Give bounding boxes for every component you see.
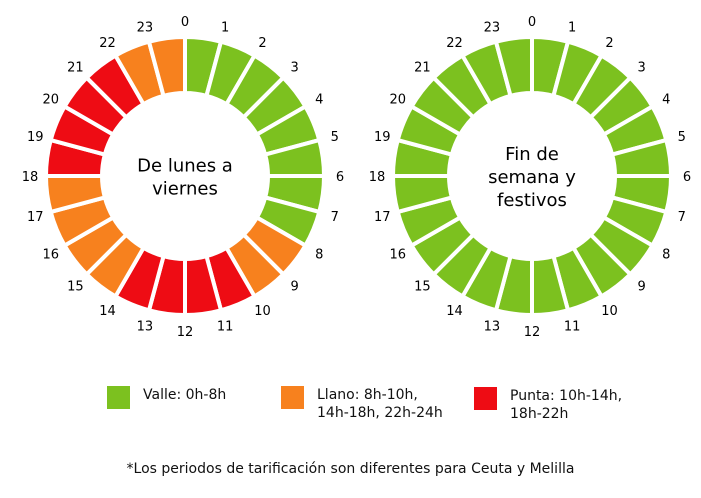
hour-label: 2	[605, 36, 613, 51]
hour-label: 5	[331, 130, 339, 145]
hour-label: 8	[315, 248, 323, 263]
hour-label: 13	[484, 320, 501, 335]
hour-label: 17	[374, 210, 391, 225]
hour-label: 19	[374, 130, 391, 145]
legend-valle: Valle: 0h-8h	[107, 386, 226, 409]
hour-label: 7	[678, 210, 686, 225]
hour-label: 18	[22, 170, 39, 185]
hour-label: 1	[221, 20, 229, 35]
hour-label: 22	[99, 36, 116, 51]
hour-label: 9	[290, 280, 298, 295]
hour-label: 21	[414, 60, 431, 75]
legend-text: 14h-18h, 22h-24h	[317, 405, 443, 421]
hour-segment-23	[146, 34, 187, 99]
hour-label: 16	[389, 248, 406, 263]
dial-title: viernes	[152, 179, 218, 200]
dial-title: De lunes a	[137, 156, 233, 177]
hour-label: 14	[99, 304, 116, 319]
hour-label: 15	[67, 280, 84, 295]
hour-label: 13	[137, 320, 154, 335]
hour-label: 11	[217, 320, 234, 335]
hour-label: 11	[564, 320, 581, 335]
dial-title: festivos	[497, 190, 567, 211]
hour-label: 12	[524, 325, 541, 340]
hour-label: 22	[446, 36, 463, 51]
hour-label: 6	[683, 170, 691, 185]
hour-label: 0	[181, 15, 189, 30]
dial-1: 0 1234567891011121314151617181920212223Fi…	[369, 15, 691, 340]
hour-label: 0	[528, 15, 536, 30]
hour-label: 15	[414, 280, 431, 295]
hour-label: 6	[336, 170, 344, 185]
footnote: *Los periodos de tarificación son difere…	[126, 461, 575, 477]
hour-label: 5	[678, 130, 686, 145]
hour-label: 18	[369, 170, 386, 185]
hour-label: 16	[42, 248, 59, 263]
legend-swatch-punta	[474, 387, 497, 410]
dial-0: 0 1234567891011121314151617181920212223De…	[22, 15, 344, 340]
hour-dials: 0 1234567891011121314151617181920212223De…	[22, 15, 691, 340]
hour-label: 23	[484, 20, 501, 35]
hour-label: 4	[662, 93, 670, 108]
legend-text: 18h-22h	[510, 406, 569, 422]
hour-label: 20	[42, 93, 59, 108]
hour-label: 4	[315, 93, 323, 108]
legend-swatch-llano	[281, 386, 304, 409]
legend-llano: Llano: 8h-10h, 14h-18h, 22h-24h	[281, 386, 443, 422]
hour-label: 3	[637, 60, 645, 75]
hour-label: 21	[67, 60, 84, 75]
hour-label: 10	[601, 304, 618, 319]
hour-label: 9	[637, 280, 645, 295]
hour-label: 3	[290, 60, 298, 75]
legend-punta: Punta: 10h-14h, 18h-22h	[474, 387, 622, 423]
hour-label: 17	[27, 210, 44, 225]
dial-title: Fin de	[505, 144, 559, 165]
legend-text: Punta: 10h-14h,	[510, 388, 623, 404]
hour-label: 19	[27, 130, 44, 145]
legend-text: Valle: 0h-8h	[143, 387, 227, 403]
hour-label: 20	[389, 93, 406, 108]
hour-label: 14	[446, 304, 463, 319]
hour-label: 8	[662, 248, 670, 263]
hour-label: 1	[568, 20, 576, 35]
legend-text: Llano: 8h-10h,	[317, 387, 418, 403]
hour-label: 12	[177, 325, 194, 340]
hour-label: 23	[137, 20, 154, 35]
dial-title: semana y	[488, 167, 576, 188]
legend-swatch-valle	[107, 386, 130, 409]
hour-label: 7	[331, 210, 339, 225]
hour-label: 10	[254, 304, 271, 319]
hour-segment-23	[493, 34, 534, 99]
hour-label: 2	[258, 36, 266, 51]
